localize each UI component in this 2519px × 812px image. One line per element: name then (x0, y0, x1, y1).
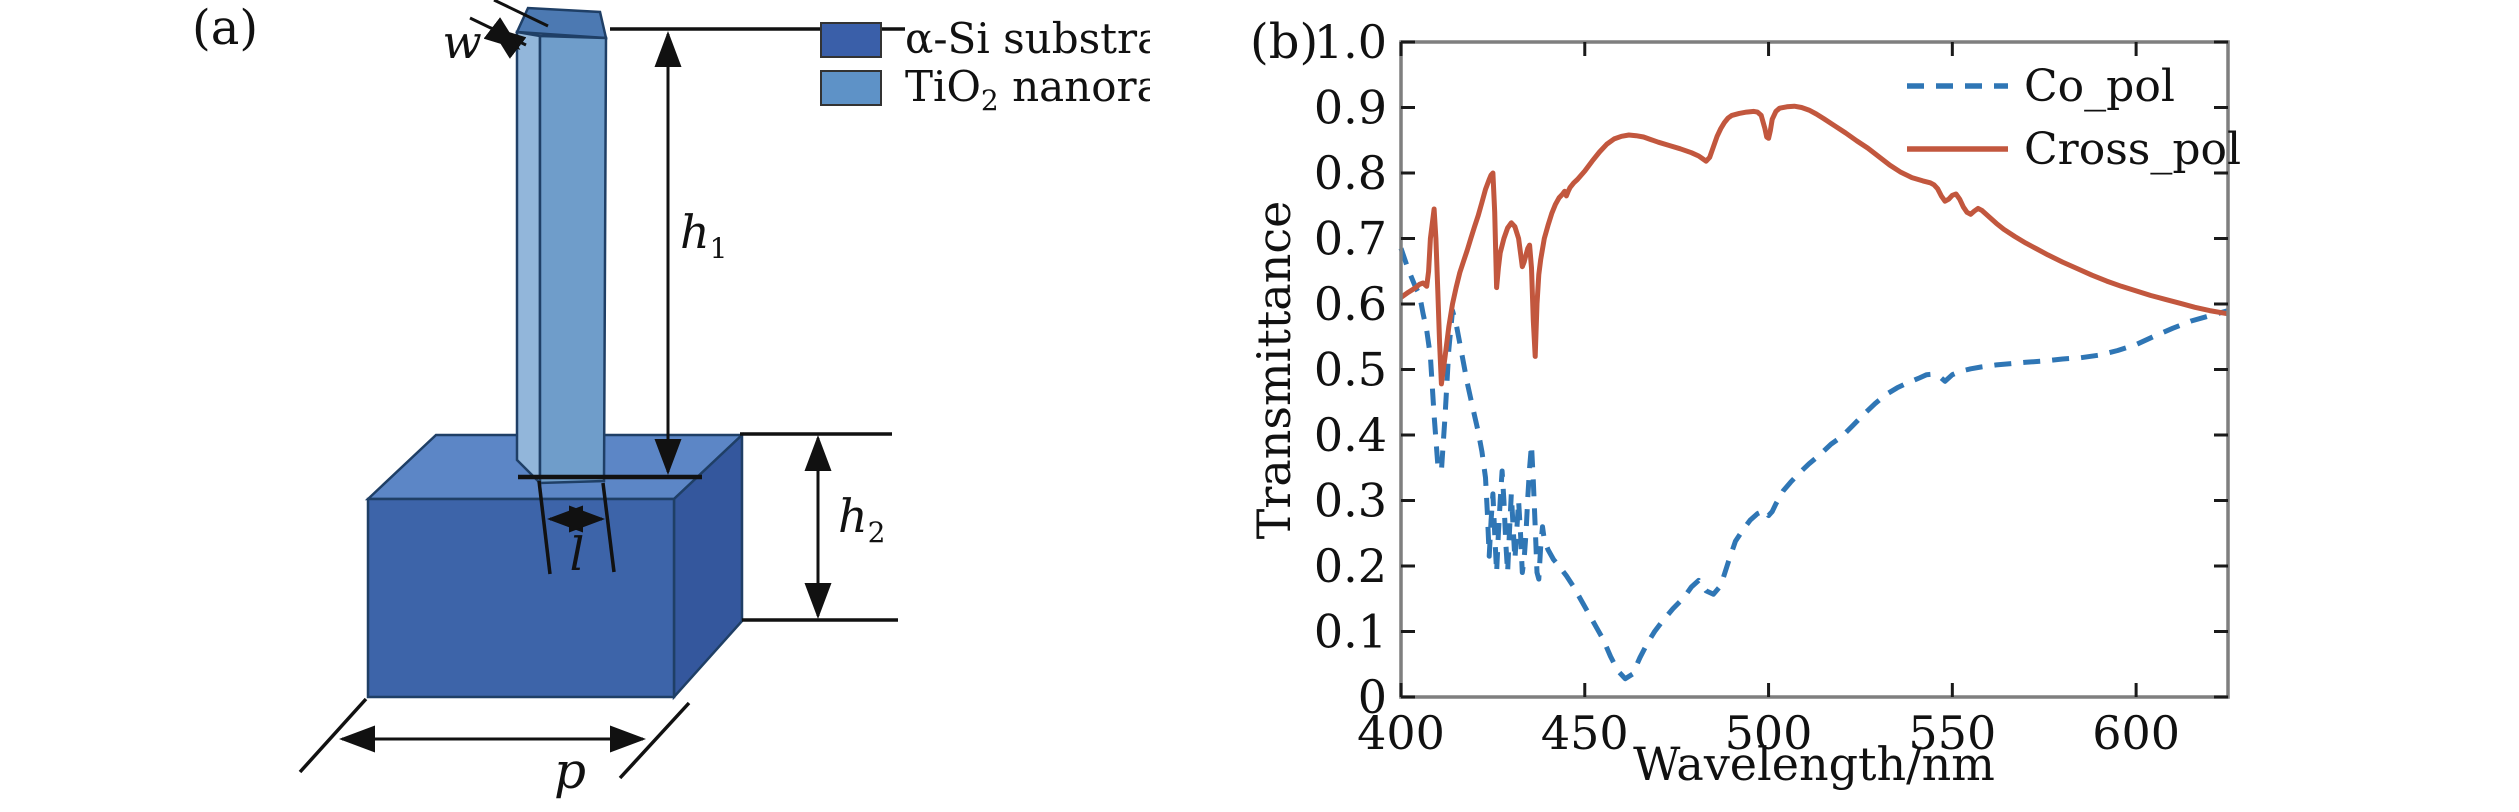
y-tick-label: 0.9 (1314, 81, 1387, 135)
w-arrow (483, 17, 527, 59)
y-tick-label: 0.5 (1314, 343, 1387, 397)
l-tick-line (537, 480, 552, 575)
substrate-front-face (366, 497, 676, 699)
y-tick-label: 0.3 (1314, 474, 1387, 528)
p-tick-line (298, 697, 368, 774)
x-axis-title: Wavelength/nm (1633, 737, 1995, 791)
plot-area: 400 450 500 550 600 0 0.1 0.2 0.3 0.4 0.5 0.6 0.7 0.8… (1314, 15, 2230, 760)
chart-legend: Co_pol Cross_pol (1907, 61, 2241, 175)
dimension-l (537, 480, 616, 575)
panel-a-legend: α-Si substrate TiO2 nanorad (820, 14, 1150, 117)
substrate-legend-swatch (820, 22, 882, 58)
x-tick-label: 550 (1908, 706, 1996, 760)
x-tick-label: 600 (2092, 706, 2180, 760)
co-pol-legend-label: Co_pol (2024, 61, 2175, 112)
panel-b-label: (b) (1250, 14, 1318, 70)
x-tick-label: 450 (1541, 706, 1629, 760)
x-tick-label: 400 (1357, 706, 1445, 760)
dimension-h2 (740, 432, 898, 622)
cross-pol-legend-label: Cross_pol (2024, 124, 2241, 175)
x-tick-label: 500 (1725, 706, 1813, 760)
nanorod-legend-swatch (820, 70, 882, 106)
h2-label: h2 (838, 489, 885, 549)
dimension-p (298, 697, 691, 780)
y-tick-label: 0.1 (1314, 605, 1387, 659)
w-extension-line (493, 0, 549, 28)
series-line-Co_pol (1398, 247, 2229, 682)
nanorod (515, 6, 608, 487)
panel-b-chart: (b) 400 450 500 550 600 0 0.1 0.2 0.3 0.4 0.5 0.6 0.… (1247, 14, 2241, 791)
series-line-Cross_pol (1399, 103, 2229, 387)
h1-label: h1 (680, 205, 727, 265)
y-tick-label: 0.2 (1314, 539, 1387, 593)
nanorod-legend-label: TiO2 nanorad (905, 62, 1150, 117)
y-tick-label: 0 (1358, 670, 1387, 724)
substrate-box (364, 432, 746, 701)
y-axis-title: Transmittance (1247, 201, 1301, 540)
y-tick-label: 0.7 (1314, 212, 1387, 266)
panel-a-diagram: (a) w h1 (192, 0, 1150, 800)
y-tick-label: 0.6 (1314, 277, 1387, 331)
l-tick-line (601, 482, 616, 573)
l-label: l (570, 527, 585, 581)
dimension-w (469, 0, 549, 59)
w-label: w (442, 15, 481, 69)
substrate-legend-label: α-Si substrate (905, 14, 1150, 63)
p-label: p (554, 742, 586, 800)
panel-a-label: (a) (192, 0, 258, 56)
y-tick-label: 1.0 (1314, 15, 1387, 69)
y-tick-label: 0.8 (1314, 146, 1387, 200)
p-tick-line (618, 701, 691, 780)
nanorod-side-face (515, 30, 542, 487)
y-tick-label: 0.4 (1314, 408, 1387, 462)
nanorod-front-face (538, 34, 608, 485)
